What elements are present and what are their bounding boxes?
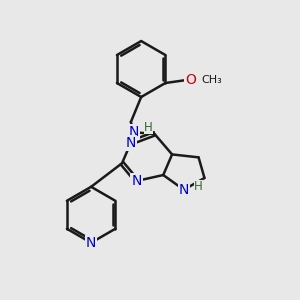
Text: O: O: [185, 73, 196, 87]
Text: N: N: [132, 174, 142, 188]
Text: CH₃: CH₃: [202, 75, 222, 85]
Text: N: N: [179, 183, 189, 197]
Text: N: N: [86, 236, 96, 250]
Text: N: N: [129, 125, 139, 139]
Text: N: N: [126, 136, 136, 150]
Text: H: H: [144, 121, 153, 134]
Text: H: H: [194, 180, 203, 193]
